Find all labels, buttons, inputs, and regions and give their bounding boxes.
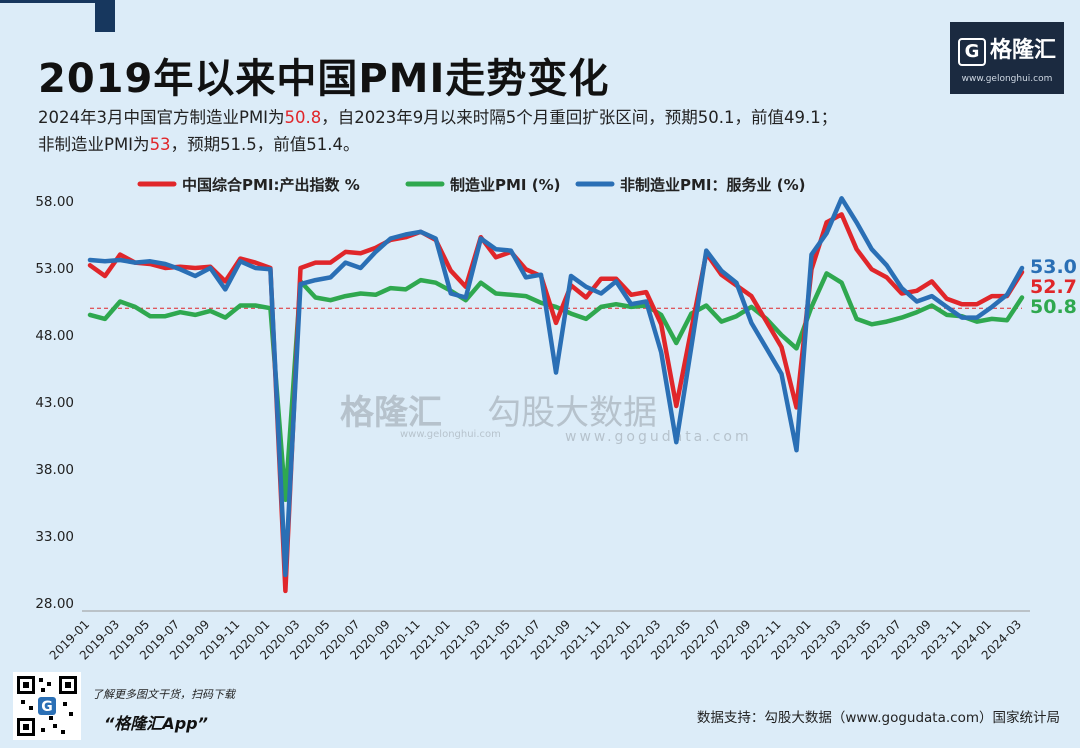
subtitle-line-2-text-a: 非制造业PMI为 bbox=[38, 135, 150, 154]
subtitle: 2024年3月中国官方制造业PMI为50.8，自2023年9月以来时隔5个月重回… bbox=[38, 104, 938, 158]
promo-line: 了解更多图文干货，扫码下载 bbox=[92, 688, 235, 701]
subtitle-line-1-text-a: 2024年3月中国官方制造业PMI为 bbox=[38, 108, 285, 127]
subtitle-line-2-text-b: ，预期51.5，前值51.4。 bbox=[170, 135, 360, 154]
subtitle-line-1-text-b: ，自2023年9月以来时隔5个月重回扩张区间，预期50.1，前值49.1； bbox=[321, 108, 838, 127]
legend-label: 中国综合PMI:产出指数 % bbox=[182, 176, 360, 194]
composite-end-label: 52.7 bbox=[1030, 276, 1077, 298]
y-tick-label: 38.00 bbox=[35, 462, 74, 478]
watermark-brand-2: 勾股大数据 bbox=[487, 393, 658, 433]
watermark-brand-2-url: www.gogudata.com bbox=[565, 429, 752, 445]
services-end-label: 53.0 bbox=[1030, 256, 1077, 278]
watermark-brand-1-url: www.gelonghui.com bbox=[400, 429, 501, 440]
svg-text:G: G bbox=[41, 699, 53, 715]
subtitle-line-2: 非制造业PMI为53，预期51.5，前值51.4。 bbox=[38, 131, 938, 158]
watermark-brand-1: 格隆汇 bbox=[340, 393, 442, 433]
legend-label: 非制造业PMI：服务业 (%) bbox=[620, 176, 805, 194]
services-pmi-line bbox=[87, 196, 1025, 578]
composite-pmi-line bbox=[87, 212, 1025, 594]
y-tick-label: 33.00 bbox=[35, 529, 74, 545]
logo-url: www.gelonghui.com bbox=[961, 74, 1053, 84]
legend-label: 制造业PMI (%) bbox=[450, 176, 560, 194]
logo-name: 格隆汇 bbox=[989, 38, 1056, 63]
manufacturing-pmi-highlight: 50.8 bbox=[284, 108, 322, 127]
subtitle-line-1: 2024年3月中国官方制造业PMI为50.8，自2023年9月以来时隔5个月重回… bbox=[38, 104, 938, 131]
watermark: 格隆汇 勾股大数据 www.gelonghui.com www.gogudata… bbox=[340, 385, 749, 445]
qr-code: G bbox=[13, 672, 81, 740]
qr-code-pattern: G bbox=[17, 676, 77, 736]
brand-logo: G 格隆汇 www.gelonghui.com bbox=[950, 22, 1064, 94]
logo-main: G 格隆汇 bbox=[950, 32, 1064, 66]
y-tick-label: 28.00 bbox=[35, 596, 74, 612]
y-tick-label: 48.00 bbox=[35, 328, 74, 344]
app-name: “格隆汇App” bbox=[104, 714, 208, 733]
data-source: 数据支持：勾股大数据（www.gogudata.com）国家统计局 bbox=[696, 710, 1060, 726]
top-accent-block bbox=[95, 0, 115, 32]
non-manufacturing-pmi-highlight: 53 bbox=[149, 135, 171, 154]
top-accent-line bbox=[0, 0, 95, 3]
y-tick-label: 43.00 bbox=[35, 395, 74, 411]
y-tick-label: 58.00 bbox=[35, 194, 74, 210]
y-tick-label: 53.00 bbox=[35, 261, 74, 277]
page-title: 2019年以来中国PMI走势变化 bbox=[38, 56, 610, 102]
manufacturing-end-label: 50.8 bbox=[1030, 296, 1077, 318]
manufacturing-pmi-line bbox=[87, 271, 1025, 503]
logo-g-icon: G bbox=[957, 38, 986, 66]
